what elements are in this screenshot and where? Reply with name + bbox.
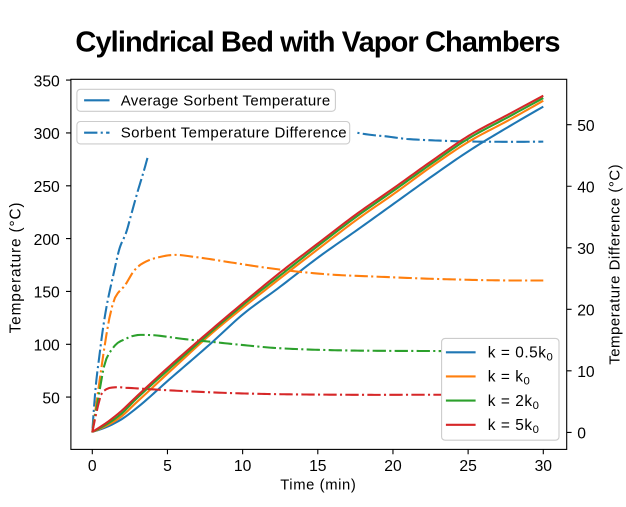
svg-text:10: 10 [577, 364, 595, 381]
svg-text:250: 250 [34, 179, 60, 196]
svg-text:5: 5 [163, 458, 172, 475]
svg-text:0: 0 [577, 426, 586, 443]
svg-text:Temperature Difference (°C): Temperature Difference (°C) [607, 164, 624, 365]
svg-text:10: 10 [234, 458, 252, 475]
svg-text:Time (min): Time (min) [280, 477, 356, 493]
svg-text:200: 200 [34, 232, 60, 249]
svg-text:k = 2k0: k = 2k0 [488, 393, 539, 412]
svg-text:Cylindrical Bed with Vapor Cha: Cylindrical Bed with Vapor Chambers [75, 26, 559, 58]
svg-text:15: 15 [309, 458, 327, 475]
svg-text:40: 40 [577, 179, 595, 196]
svg-text:100: 100 [34, 337, 60, 354]
svg-text:150: 150 [34, 285, 60, 302]
svg-text:50: 50 [42, 390, 60, 407]
svg-text:30: 30 [535, 458, 553, 475]
svg-text:0: 0 [88, 458, 97, 475]
svg-text:Average Sorbent Temperature: Average Sorbent Temperature [121, 92, 331, 109]
svg-text:30: 30 [577, 241, 595, 258]
svg-text:k = 5k0: k = 5k0 [488, 417, 539, 436]
svg-text:Temperature (°C): Temperature (°C) [8, 202, 25, 334]
svg-text:20: 20 [577, 303, 595, 320]
svg-text:k = 0.5k0: k = 0.5k0 [488, 345, 553, 364]
svg-text:20: 20 [384, 458, 402, 475]
svg-text:300: 300 [34, 126, 60, 143]
svg-text:25: 25 [459, 458, 477, 475]
svg-text:k = k0: k = k0 [488, 369, 530, 388]
svg-text:350: 350 [34, 73, 60, 90]
svg-text:50: 50 [577, 118, 595, 135]
svg-text:Sorbent Temperature Difference: Sorbent Temperature Difference [121, 125, 347, 142]
